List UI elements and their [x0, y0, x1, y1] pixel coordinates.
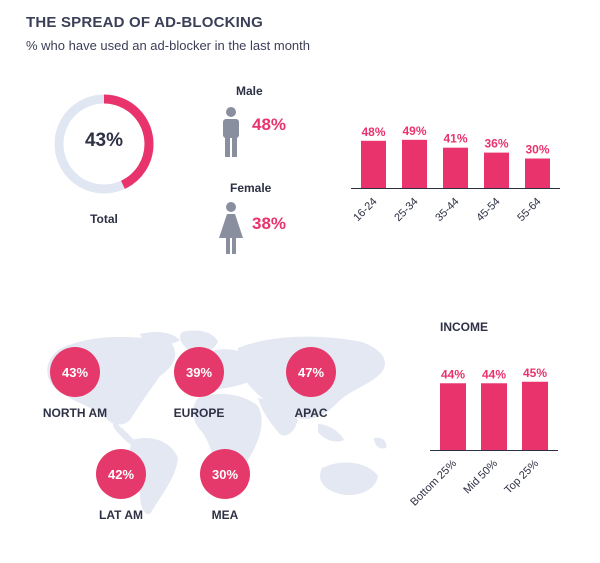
page-subtitle: % who have used an ad-blocker in the las… [26, 38, 311, 53]
female-label: Female [230, 181, 272, 195]
bar-mid-50- [481, 383, 507, 450]
region-mea-label: MEA [211, 508, 239, 522]
region-apac-value: 47% [286, 347, 336, 397]
bar-top-25- [522, 381, 548, 450]
data-label: 30% [525, 143, 549, 157]
data-label: 49% [402, 124, 426, 138]
data-label: 36% [484, 137, 508, 151]
data-label: 45% [523, 366, 547, 380]
region-europe-value: 39% [174, 347, 224, 397]
bar-16-24 [361, 140, 386, 188]
age-bar-chart: 48% 16-24 49% 25-34 41% 35-44 36% 45-54 30% 55-64 [351, 124, 560, 224]
bar-35-44 [443, 147, 468, 188]
data-label: 48% [361, 125, 385, 139]
region-north-am-value: 43% [50, 347, 100, 397]
tick-label: 45-54 [474, 196, 502, 224]
bar-45-54 [484, 152, 509, 188]
region-europe-label: EUROPE [173, 406, 225, 420]
total-value: 43% [84, 130, 124, 151]
bar-bottom-25- [440, 383, 466, 450]
region-north-am-label: NORTH AM [42, 406, 108, 420]
tick-label: Top 25% [502, 457, 541, 496]
tick-label: 16-24 [351, 196, 379, 224]
region-lat-am-value: 42% [96, 449, 146, 499]
tick-label: Bottom 25% [410, 457, 459, 508]
region-mea-value: 30% [200, 449, 250, 499]
bar-55-64 [525, 158, 550, 188]
male-label: Male [236, 84, 263, 98]
male-person-icon [223, 107, 239, 157]
page-title: THE SPREAD OF AD-BLOCKING [26, 14, 263, 31]
region-apac-label: APAC [294, 406, 328, 420]
tick-label: 55-64 [515, 196, 543, 224]
bar-25-34 [402, 139, 427, 188]
income-bar-chart: 44% Bottom 25% 44% Mid 50% 45% Top 25% [410, 366, 558, 508]
tick-label: 25-34 [392, 196, 420, 224]
female-value: 38% [252, 214, 287, 233]
data-label: 44% [482, 367, 506, 381]
data-label: 41% [443, 132, 467, 146]
income-title: INCOME [440, 320, 488, 334]
region-lat-am-label: LAT AM [99, 508, 143, 522]
donut-value-arc [54, 94, 154, 194]
tick-label: 35-44 [433, 196, 461, 224]
male-value: 48% [252, 115, 287, 134]
female-person-icon [219, 202, 243, 254]
total-label: Total [90, 212, 118, 226]
total-donut-chart [54, 94, 154, 194]
tick-label: Mid 50% [461, 457, 500, 496]
data-label: 44% [441, 367, 465, 381]
